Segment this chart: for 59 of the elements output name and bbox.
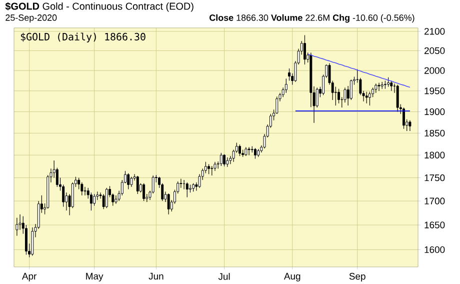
y-tick-label: 1750: [424, 174, 445, 182]
candlestick: [214, 162, 216, 172]
y-tick-label: 2000: [424, 67, 445, 74]
candlestick: [142, 182, 146, 202]
candlestick: [365, 91, 368, 104]
candlestick: [136, 176, 139, 194]
y-tick-label: 1850: [424, 130, 445, 137]
y-tick-label: 1950: [424, 88, 445, 94]
candlestick: [396, 84, 399, 112]
candlestick: [90, 192, 92, 211]
candlestick: [31, 227, 34, 256]
candlestick: [130, 176, 133, 188]
x-tick-label: Apr: [22, 272, 37, 282]
candlestick: [304, 34, 306, 65]
chart-title: $GOLD Gold - Continuous Contract (EOD): [5, 2, 194, 12]
candlestick: [223, 154, 226, 167]
candlestick: [378, 82, 380, 92]
candlestick: [80, 182, 84, 196]
line-series: [307, 54, 410, 88]
x-tick-label: Sep: [349, 272, 366, 282]
candlestick: [284, 78, 288, 94]
candlestick: [127, 172, 130, 190]
candlestick: [334, 86, 337, 106]
candlestick: [84, 186, 86, 196]
candlestick: [368, 91, 371, 106]
candlestick: [402, 107, 406, 130]
y-tick-label: 1600: [424, 246, 445, 254]
candlestick: [254, 148, 256, 160]
candlestick: [288, 68, 291, 82]
candlestick: [238, 144, 241, 156]
text: Close 1866.30 Volume 22.6M Chg -10.60 (-0.56%): [210, 14, 414, 23]
y-tick-label: 2100: [424, 28, 445, 35]
candlestick: [167, 193, 170, 215]
candlestick: [387, 77, 390, 88]
candlestick: [208, 164, 210, 174]
y-tick-label: 2050: [424, 47, 445, 54]
y-tick-label: 1700: [424, 198, 445, 204]
x-tick-label: Aug: [284, 272, 300, 282]
candlestick: [180, 178, 182, 188]
x-tick-label: Jun: [148, 272, 164, 280]
candlestick: [16, 217, 18, 236]
candlestick: [93, 194, 96, 206]
candlestick: [186, 182, 188, 198]
x-tick-label: May: [86, 272, 104, 282]
candlestick: [248, 146, 250, 156]
y-tick-label: 1900: [424, 108, 445, 116]
candlestick: [220, 152, 222, 166]
chart-subtitle: 25-Sep-2020: [6, 14, 57, 23]
candlestick: [338, 88, 340, 104]
candlestick: [408, 120, 412, 132]
y-tick-label: 1800: [424, 152, 445, 158]
candlestick: [226, 157, 229, 168]
x-tick-label: Jul: [218, 272, 230, 280]
candlestick: [374, 83, 378, 94]
annotation: $GOLD (Daily) 1866.30: [20, 32, 146, 42]
y-tick-label: 1650: [424, 222, 445, 228]
candlestick: [390, 80, 393, 92]
candlestick: [105, 188, 108, 208]
candlestick: [210, 166, 214, 176]
